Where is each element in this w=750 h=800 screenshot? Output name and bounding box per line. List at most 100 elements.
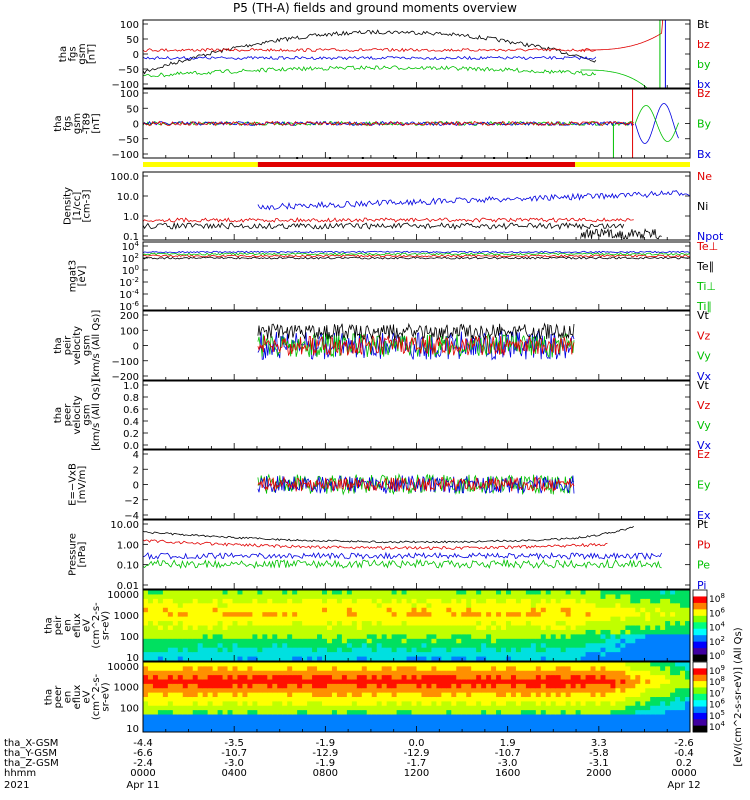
heatmap-cell [426, 697, 433, 702]
heatmap-cell [322, 594, 328, 600]
heatmap-cell [625, 607, 631, 613]
heatmap-cell [660, 594, 666, 600]
heatmap-cell [212, 710, 219, 716]
heatmap-cell [396, 625, 403, 631]
heatmap-cell [222, 697, 229, 702]
heatmap-cell [535, 662, 542, 667]
heatmap-cell [540, 643, 547, 649]
heatmap-cell [685, 625, 690, 631]
heatmap-cell [471, 710, 477, 716]
heatmap-cell [177, 723, 184, 729]
heatmap-cell [595, 616, 602, 622]
ylabel-line: Density [63, 187, 74, 225]
heatmap-cell [361, 638, 368, 644]
heatmap-cell [491, 621, 497, 627]
legend-Bt: Bt [697, 18, 710, 31]
heatmap-cell [620, 647, 626, 653]
heatmap-cell [665, 714, 671, 720]
heatmap-cell [391, 701, 398, 707]
heatmap-cell [207, 616, 214, 622]
trace-bx-tail [634, 103, 679, 144]
heatmap-cell [506, 603, 512, 609]
heatmap-cell [560, 701, 567, 707]
heatmap-cell [550, 612, 557, 618]
heatmap-cell [282, 718, 288, 724]
heatmap-cell [262, 701, 268, 707]
heatmap-cell [222, 662, 229, 667]
heatmap-cell [187, 675, 194, 681]
heatmap-cell [143, 697, 149, 702]
heatmap-cell [182, 710, 189, 716]
heatmap-cell [396, 621, 403, 627]
ytick-label: 0 [133, 120, 139, 131]
heatmap-cell [331, 643, 338, 649]
heatmap-cell [282, 656, 288, 661]
heatmap-cell [207, 675, 214, 681]
colorbar-swatch [693, 602, 707, 610]
heatmap-cell [510, 675, 517, 681]
heatmap-cell [506, 594, 512, 600]
heatmap-cell [476, 701, 482, 707]
heatmap-cell [525, 625, 532, 631]
heatmap-cell [386, 670, 393, 676]
heatmap-cell [675, 656, 681, 661]
heatmap-cell [192, 718, 199, 724]
heatmap-cell [530, 621, 537, 627]
heatmap-cell [147, 683, 154, 689]
ytick-label: 0 [133, 342, 139, 353]
heatmap-cell [292, 710, 298, 716]
legend-by: by [697, 58, 711, 71]
heatmap-cell [506, 616, 512, 622]
heatmap-cell [510, 701, 517, 707]
heatmap-cell [381, 590, 388, 596]
heatmap-cell [143, 612, 149, 618]
heatmap-cell [660, 688, 666, 694]
heatmap-cell [600, 652, 607, 658]
heatmap-cell [431, 692, 437, 698]
heatmap-cell [167, 688, 174, 694]
heatmap-cell [401, 616, 408, 622]
heatmap-cell [416, 638, 423, 644]
heatmap-cell [366, 683, 373, 689]
heatmap-cell [670, 727, 676, 732]
heatmap-cell [416, 603, 423, 609]
heatmap-cell [222, 656, 229, 661]
heatmap-cell [396, 710, 403, 716]
heatmap-cell [272, 656, 278, 661]
heatmap-cell [143, 688, 149, 694]
heatmap-cell [287, 683, 293, 689]
heatmap-cell [247, 638, 253, 644]
heatmap-cell [481, 638, 487, 644]
heatmap-cell [272, 662, 278, 667]
heatmap-cell [615, 670, 621, 676]
heatmap-cell [580, 621, 587, 627]
heatmap-cell [386, 643, 393, 649]
heatmap-cell [501, 607, 507, 613]
heatmap-cell [635, 701, 641, 707]
heatmap-cell [302, 598, 308, 604]
heatmap-cell [476, 590, 482, 596]
heatmap-cell [466, 701, 472, 707]
heatmap-cell [441, 701, 447, 707]
heatmap-cell [680, 675, 686, 681]
heatmap-cell [620, 683, 626, 689]
trace-bz [143, 120, 634, 127]
heatmap-cell [302, 612, 308, 618]
panel-9-traces [143, 590, 690, 661]
heatmap-cell [555, 616, 562, 622]
heatmap-cell [147, 590, 154, 596]
heatmap-cell [675, 692, 681, 698]
heatmap-cell [595, 634, 602, 640]
heatmap-cell [585, 629, 592, 635]
heatmap-cell [620, 718, 626, 724]
heatmap-cell [471, 697, 477, 702]
panel-4-traces [143, 250, 690, 260]
ylabel-line: eV [82, 619, 93, 632]
heatmap-cell [371, 634, 378, 640]
heatmap-cell [660, 683, 666, 689]
heatmap-cell [297, 662, 303, 667]
heatmap-cell [351, 638, 358, 644]
heatmap-cell [670, 683, 676, 689]
heatmap-cell [585, 652, 592, 658]
heatmap-cell [272, 647, 278, 653]
